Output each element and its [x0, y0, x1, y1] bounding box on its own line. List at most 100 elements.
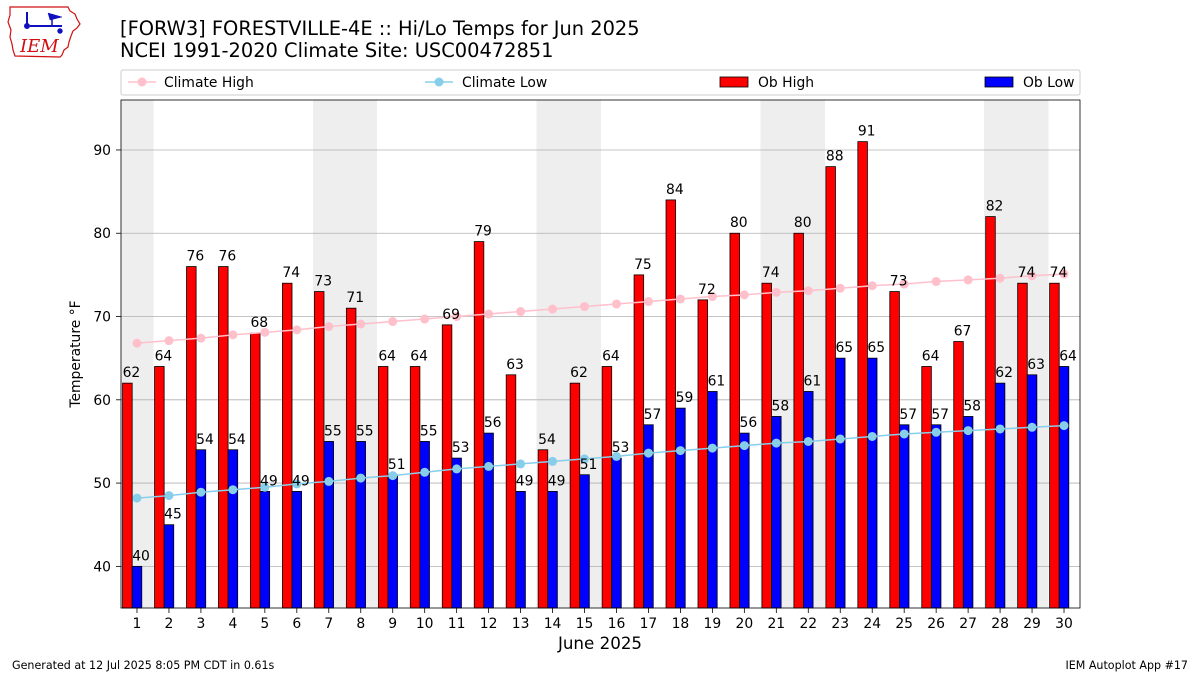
ob-low-value-label: 53 — [452, 440, 470, 456]
ob-low-value-label: 58 — [963, 398, 981, 414]
ob-low-value-label: 64 — [1059, 348, 1077, 364]
footer-app: IEM Autoplot App #17 — [1065, 659, 1188, 672]
climate-low-line — [136, 424, 1065, 499]
x-tick-label: 16 — [608, 616, 626, 632]
climate-high-point — [196, 333, 206, 343]
legend-ob-high-swatch — [719, 76, 749, 88]
ob-high-bar — [665, 199, 677, 609]
ob-high-value-label: 64 — [602, 348, 620, 364]
ob-high-value-label: 88 — [826, 149, 844, 165]
ob-high-value-label: 76 — [187, 249, 205, 265]
climate-high-point — [803, 286, 813, 296]
ob-low-bar — [547, 491, 558, 609]
ob-low-value-label: 65 — [867, 340, 885, 356]
ob-low-bar — [483, 432, 494, 609]
logo-text: IEM — [19, 36, 59, 57]
ob-high-bar — [793, 232, 804, 609]
legend-climate-low-marker — [434, 77, 444, 87]
climate-low-point — [771, 438, 781, 448]
ob-high-value-label: 91 — [858, 124, 876, 140]
ob-high-value-label: 76 — [218, 249, 236, 265]
ob-low-bar — [291, 491, 303, 609]
climate-high-point — [324, 322, 334, 332]
climate-high-point — [643, 297, 653, 307]
ob-high-value-label: 63 — [506, 357, 524, 373]
ob-high-bar — [441, 324, 453, 609]
legend-ob-low-swatch — [984, 76, 1014, 88]
ob-low-value-label: 56 — [484, 415, 502, 431]
x-tick-label: 3 — [196, 616, 205, 632]
legend-climate-high-label: Climate High — [164, 75, 254, 91]
climate-low-point — [260, 482, 270, 492]
climate-high-point — [835, 283, 845, 293]
ob-low-bar — [579, 474, 590, 609]
ob-low-bar — [898, 424, 910, 609]
ob-high-bar — [377, 366, 389, 609]
climate-low-point — [580, 454, 590, 464]
legend-ob-low-label: Ob Low — [1023, 75, 1075, 91]
ob-high-value-label: 71 — [346, 290, 364, 306]
ob-low-bar — [739, 432, 750, 609]
x-tick-label: 2 — [165, 616, 174, 632]
ob-high-value-label: 72 — [698, 282, 716, 298]
ob-low-value-label: 63 — [1027, 357, 1045, 373]
gridlines — [121, 149, 1080, 567]
ob-low-value-label: 49 — [260, 473, 278, 489]
climate-low-point — [324, 476, 334, 486]
ob-low-value-label: 54 — [196, 432, 214, 448]
x-tick-label: 9 — [388, 616, 397, 632]
ob-low-value-label: 58 — [772, 398, 790, 414]
ob-high-bar — [729, 232, 740, 609]
climate-high-point — [931, 277, 941, 287]
ob-high-bar — [537, 449, 549, 609]
ob-low-bar — [131, 565, 143, 609]
ob-high-bar — [889, 291, 900, 609]
x-tick-label: 28 — [991, 616, 1009, 632]
ob-low-bar — [962, 416, 974, 609]
ob-low-value-label: 51 — [580, 457, 598, 473]
climate-low-point — [995, 424, 1005, 434]
x-tick-label: 19 — [704, 616, 722, 632]
ob-high-bar — [313, 291, 325, 609]
plot-frame — [120, 99, 1081, 609]
ob-low-value-label: 57 — [899, 407, 917, 423]
x-tick-label: 18 — [672, 616, 690, 632]
x-tick-label: 10 — [416, 616, 434, 632]
ob-low-bar — [675, 407, 686, 609]
climate-low-point — [1027, 422, 1037, 432]
climate-low-point — [963, 426, 973, 436]
climate-high-point — [771, 287, 781, 297]
ob-low-value-label: 49 — [292, 473, 310, 489]
ob-low-bar — [835, 357, 846, 609]
climate-low-point — [164, 491, 174, 501]
legend-item-climate-low: Climate Low — [425, 75, 547, 91]
ob-low-value-label: 65 — [835, 340, 853, 356]
y-tick-label: 70 — [93, 310, 111, 326]
ob-high-value-label: 74 — [1018, 265, 1036, 281]
ob-low-value-label: 49 — [548, 473, 566, 489]
ob-low-value-label: 49 — [516, 473, 534, 489]
ob-high-bar — [697, 299, 708, 609]
ob-high-value-label: 74 — [1050, 265, 1068, 281]
ob-low-value-label: 61 — [803, 373, 821, 389]
ob-high-bar — [633, 274, 645, 609]
ob-low-bar — [1058, 366, 1070, 609]
ob-high-bar — [154, 366, 165, 609]
ob-high-bar — [761, 282, 772, 609]
climate-lines — [132, 269, 1069, 503]
y-axis-ticks: 40 50 60 70 80 90 — [93, 143, 121, 575]
ob-high-value-label: 80 — [730, 215, 748, 231]
ob-high-bar — [857, 141, 868, 609]
ob-high-value-label: 67 — [954, 324, 972, 340]
climate-low-point — [707, 443, 717, 453]
ob-low-bar — [803, 391, 814, 609]
ob-high-bar — [473, 241, 485, 609]
ob-high-bar — [953, 341, 964, 609]
ob-high-value-label: 64 — [378, 348, 396, 364]
climate-high-point — [675, 294, 685, 304]
x-tick-label: 20 — [736, 616, 754, 632]
ob-high-bar — [921, 366, 932, 609]
climate-low-point — [484, 461, 494, 471]
ob-high-value-label: 74 — [282, 265, 300, 281]
